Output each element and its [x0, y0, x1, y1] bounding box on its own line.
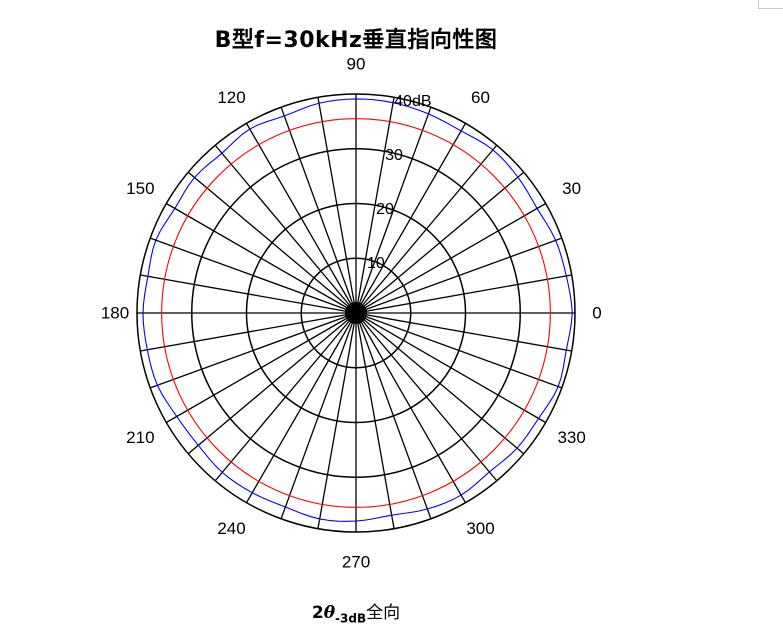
angle-label-60: 60	[471, 88, 490, 107]
caption-suffix: 全向	[366, 603, 401, 623]
angle-label-270: 270	[342, 553, 370, 572]
ring-10	[300, 257, 412, 369]
angle-label-150: 150	[126, 179, 154, 198]
radial-label-10: 10	[367, 255, 385, 272]
center-hub	[345, 302, 367, 324]
chart-title: B型f=30kHz垂直指向性图	[214, 28, 498, 53]
polar-chart: 0 30 60 90 120 150 180 210 240 270 300 330 10 20 30 40d…	[101, 55, 602, 572]
angle-label-180: 180	[101, 304, 129, 323]
radial-label-30: 30	[385, 147, 403, 164]
series-layer	[142, 98, 573, 522]
tick-labels: 0 30 60 90 120 150 180 210 240 270 300 330 10 20 30 40d…	[101, 55, 602, 572]
caption-prefix: 2	[311, 603, 324, 623]
angle-label-240: 240	[217, 519, 245, 538]
angle-label-120: 120	[217, 88, 245, 107]
series-0-trace	[142, 98, 573, 522]
radial-label-20: 20	[376, 201, 394, 218]
caption-subscript: -3dB	[335, 611, 367, 626]
caption-theta: θ	[323, 603, 336, 623]
ring-30	[191, 148, 521, 478]
angle-label-0: 0	[592, 304, 601, 323]
angle-label-90: 90	[347, 55, 366, 74]
radial-label-40: 40dB	[394, 93, 431, 110]
series-1-trace	[161, 118, 551, 508]
angle-label-30: 30	[562, 179, 581, 198]
angle-label-330: 330	[557, 428, 585, 447]
window-frame-edge	[758, 0, 783, 9]
polar-grid	[136, 93, 576, 533]
beamwidth-caption: 2θ-3dB全向	[0, 598, 712, 625]
ring-20	[245, 202, 467, 424]
angle-label-300: 300	[466, 519, 494, 538]
ring-40	[136, 93, 576, 533]
angle-label-210: 210	[126, 428, 154, 447]
